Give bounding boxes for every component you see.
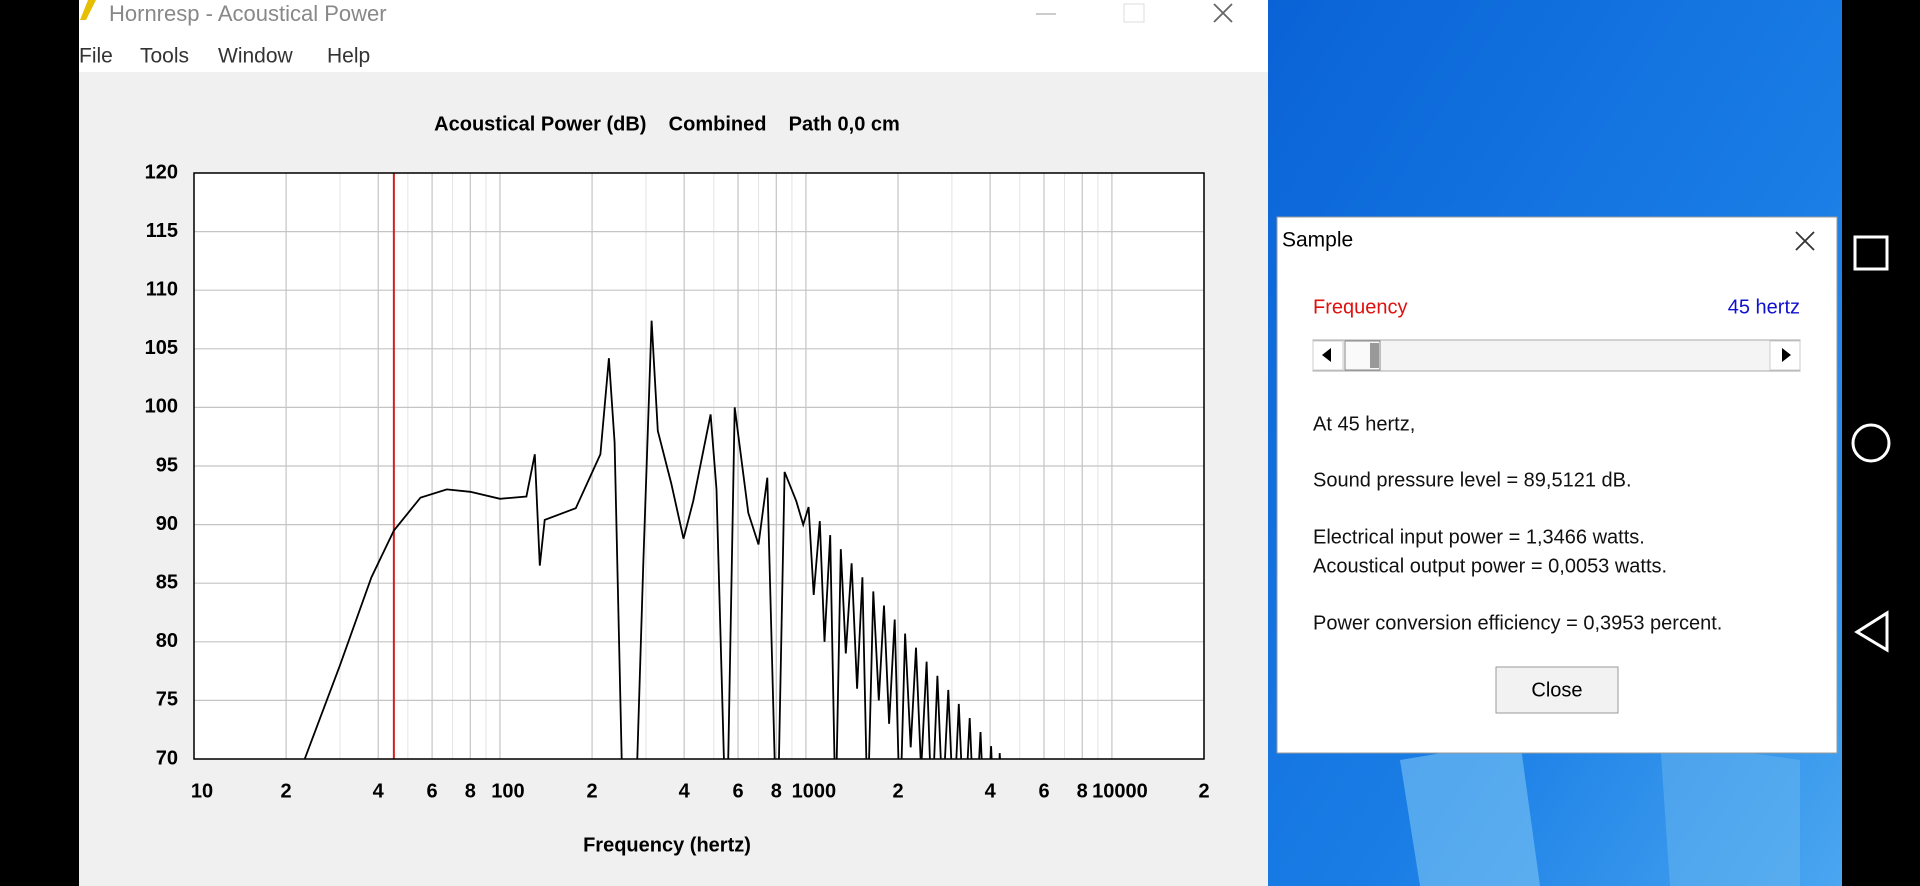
x-tick-label: 4: [985, 780, 997, 802]
nav-back[interactable]: [1854, 610, 1889, 653]
slider-grip: [1370, 343, 1379, 368]
x-tick-label: 2: [1198, 780, 1209, 802]
nav-home[interactable]: [1851, 423, 1891, 463]
close-button[interactable]: [1495, 666, 1619, 714]
x-tick-label: 2: [281, 780, 292, 802]
x-tick-label: 4: [373, 780, 385, 802]
x-tick-label: 1000: [792, 780, 837, 802]
app-icon: [80, 0, 96, 20]
y-tick-label: 105: [145, 337, 178, 359]
info-line: Electrical input power = 1,3466 watts.: [1313, 526, 1645, 548]
plot-border: [193, 172, 1205, 760]
x-tick-label: 10: [191, 780, 213, 802]
info-line: Acoustical output power = 0,0053 watts.: [1313, 555, 1667, 577]
y-tick-label: 70: [156, 747, 178, 769]
x-tick-label: 6: [1038, 780, 1049, 802]
y-tick-label: 75: [156, 689, 178, 711]
x-tick-label: 8: [1077, 780, 1088, 802]
y-tick-label: 80: [156, 630, 178, 652]
x-tick-label: 8: [771, 780, 782, 802]
sample-dialog: [1276, 216, 1838, 754]
response-curve: [303, 320, 1001, 759]
menu-item[interactable]: Help: [327, 45, 370, 68]
window-title: Hornresp - Acoustical Power: [109, 1, 387, 26]
menu-bar: File Tools Window Help: [79, 45, 370, 68]
close-window[interactable]: [1213, 3, 1233, 23]
close-button-label: Close: [1531, 679, 1582, 701]
y-tick-label: 100: [145, 396, 178, 418]
menu-item[interactable]: Tools: [140, 45, 189, 68]
menu-item[interactable]: File: [79, 45, 113, 68]
maximize[interactable]: [1123, 3, 1145, 23]
y-tick-label: 120: [145, 161, 178, 183]
y-tick-label: 110: [146, 278, 178, 300]
slider-left-arrow: [1322, 348, 1331, 362]
nav-recent[interactable]: [1853, 235, 1889, 271]
info-line: Sound pressure level = 89,5121 dB.: [1313, 469, 1632, 491]
chart: Acoustical Power (dB) Combined Path 0,0 …: [145, 113, 1210, 856]
chart-title: Acoustical Power (dB) Combined Path 0,0 …: [434, 113, 900, 135]
x-tick-label: 2: [892, 780, 903, 802]
slider-track[interactable]: [1312, 339, 1801, 372]
x-axis-label: Frequency (hertz): [583, 834, 751, 856]
x-tick-label: 6: [732, 780, 743, 802]
desktop-light: [1400, 740, 1540, 886]
y-tick-label: 95: [156, 454, 178, 476]
frequency-value: 45 hertz: [1728, 296, 1800, 318]
title-bar: [79, 0, 1268, 72]
x-tick-label: 8: [465, 780, 476, 802]
x-tick-label: 4: [679, 780, 691, 802]
x-tick-label: 2: [587, 780, 598, 802]
y-tick-label: 85: [156, 571, 178, 593]
dialog-close[interactable]: [1795, 231, 1815, 251]
x-tick-label: 100: [491, 780, 524, 802]
y-tick-label: 90: [156, 513, 178, 535]
dialog-title: Sample: [1282, 229, 1353, 252]
frequency-label: Frequency: [1313, 296, 1408, 318]
x-tick-label: 10000: [1092, 780, 1148, 802]
x-tick-label: 6: [427, 780, 438, 802]
menu-item[interactable]: Window: [218, 45, 294, 68]
info-line: Power conversion efficiency = 0,3953 per…: [1313, 612, 1722, 634]
slider-right-arrow: [1782, 348, 1791, 362]
desktop-light: [1660, 740, 1800, 886]
info-line: At 45 hertz,: [1313, 413, 1415, 435]
y-tick-label: 115: [146, 220, 178, 242]
